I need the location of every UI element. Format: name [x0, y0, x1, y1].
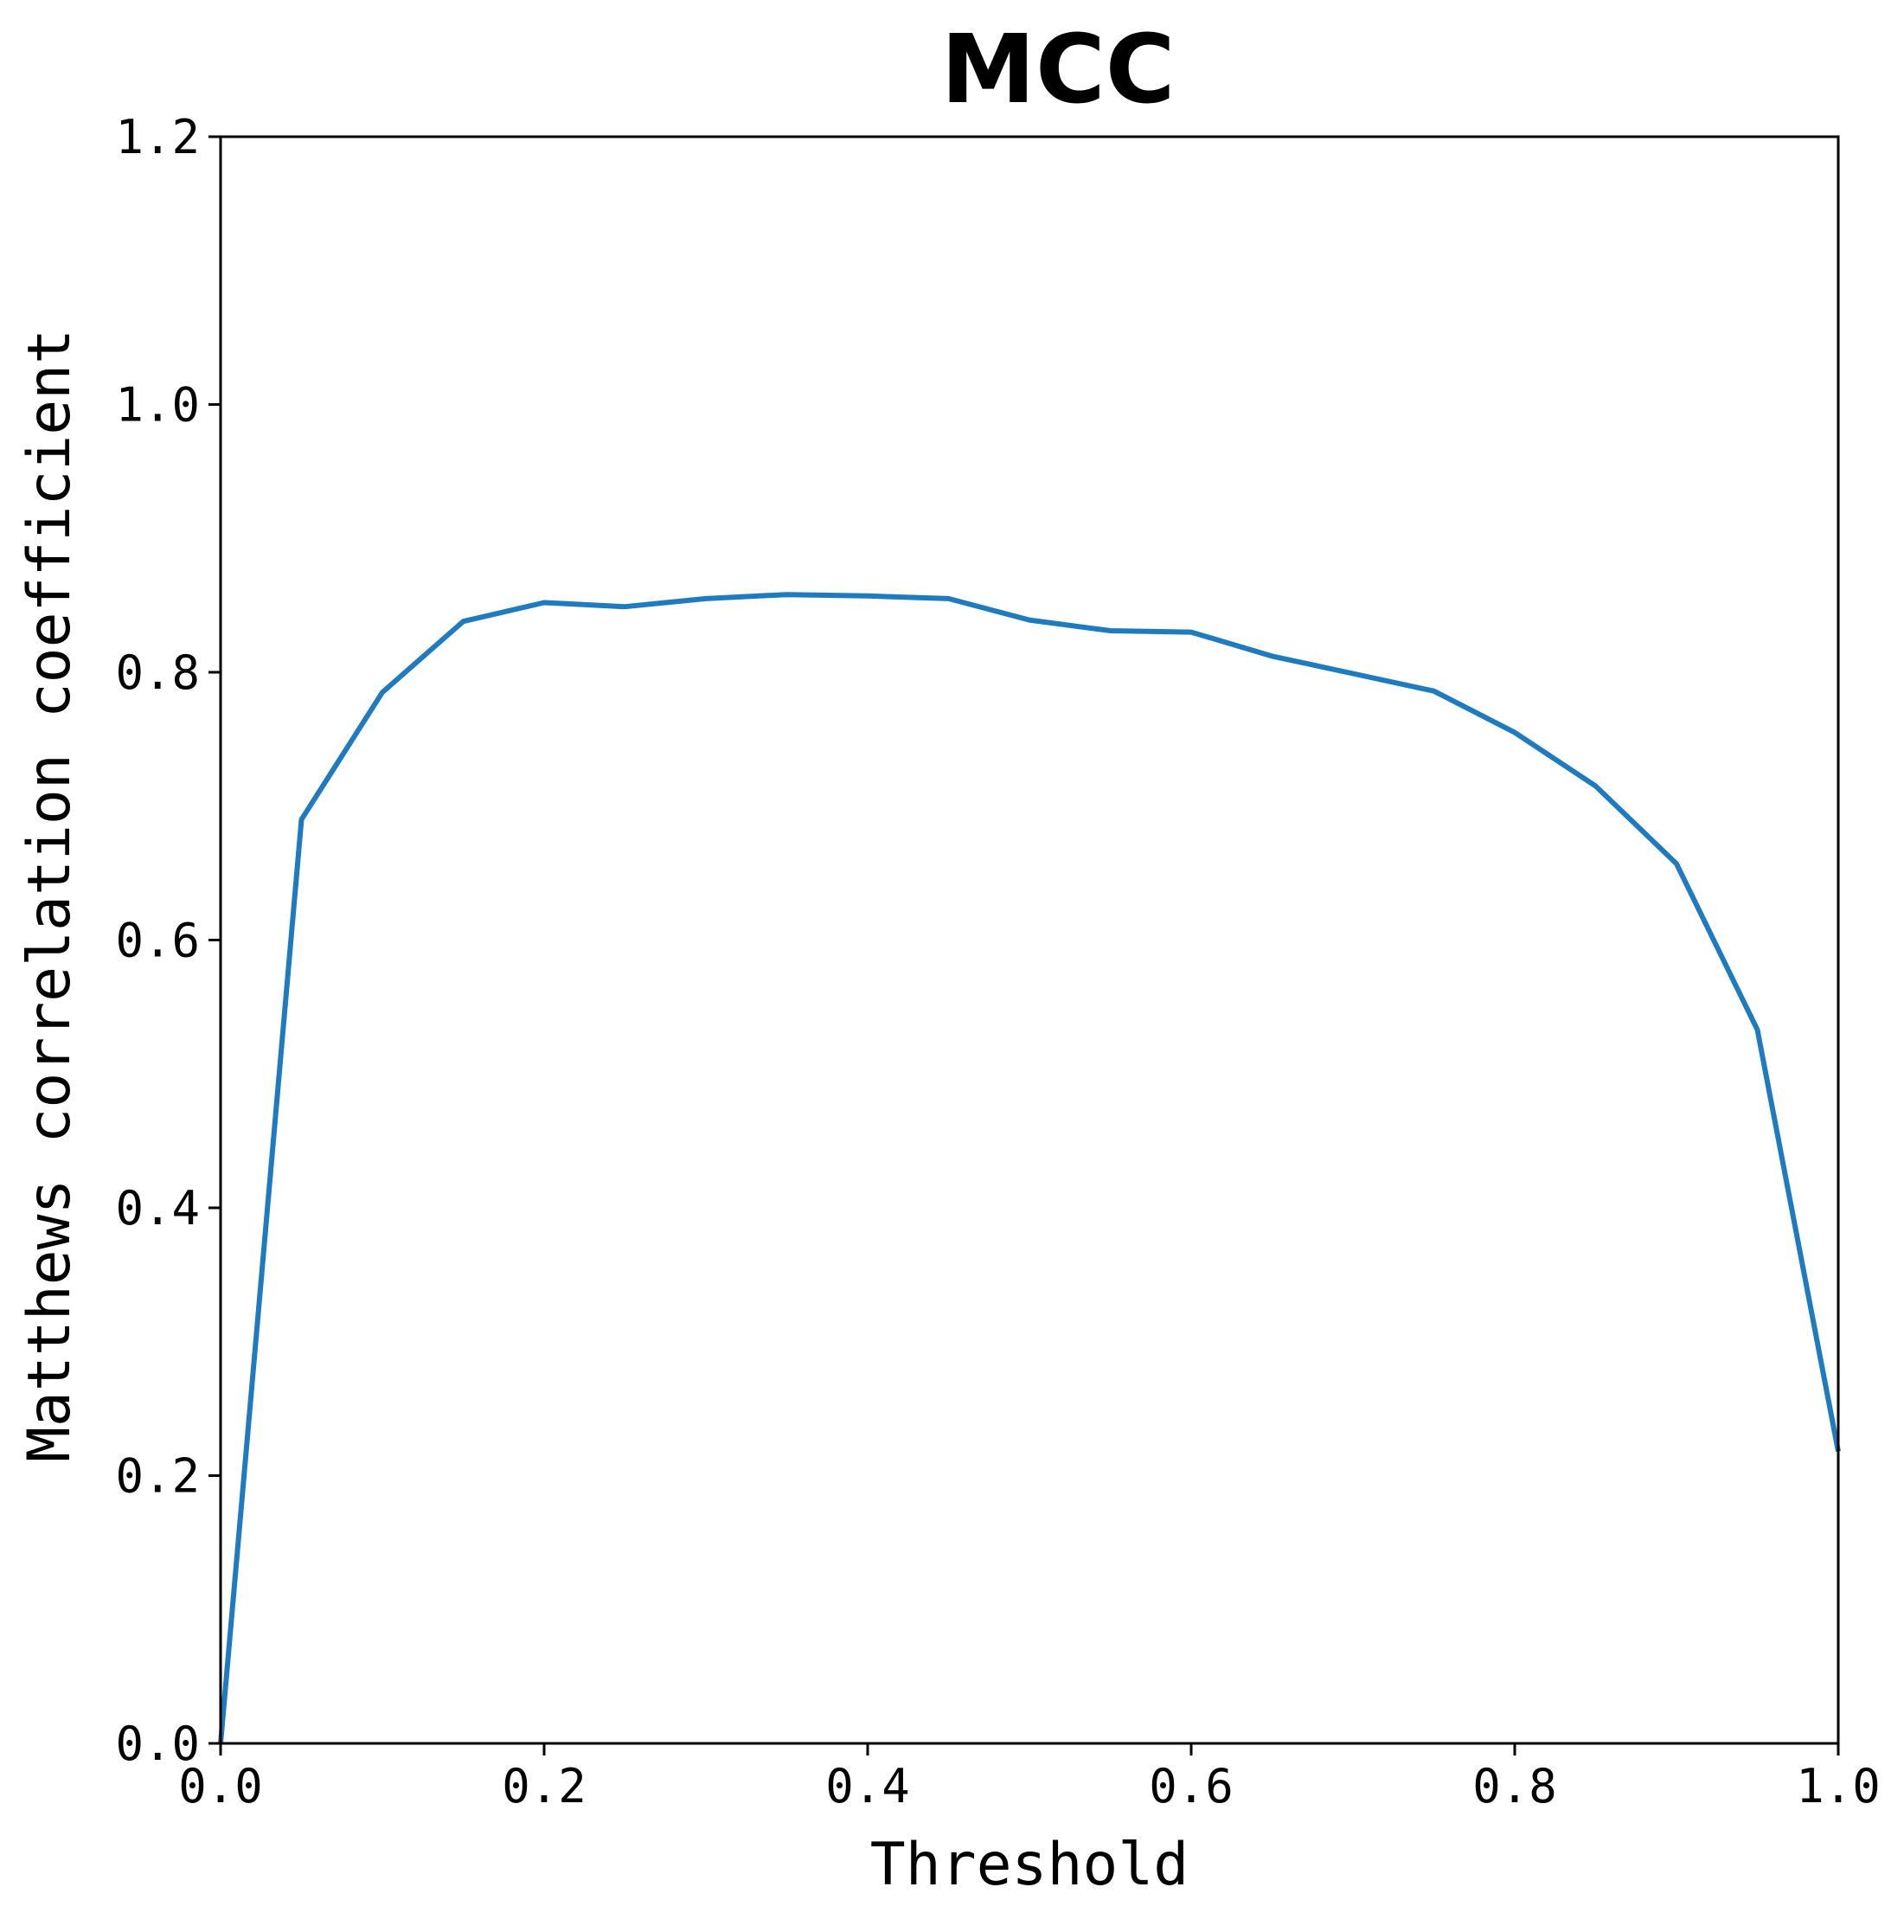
x-tick-label: 0.6 [1149, 1759, 1234, 1813]
y-tick-label: 1.0 [115, 378, 200, 433]
y-tick-label: 0.6 [115, 914, 200, 968]
y-tick-label: 0.8 [115, 645, 200, 700]
x-tick-label: 0.0 [178, 1759, 263, 1813]
x-axis-label: Threshold [870, 1831, 1189, 1899]
mcc-series-line [218, 592, 1841, 1744]
x-tick-label: 0.4 [825, 1759, 910, 1813]
axes-frame [219, 135, 1840, 1745]
y-tick-label: 1.2 [115, 110, 200, 164]
x-tick-label: 0.2 [502, 1759, 587, 1813]
y-tick-label: 0.4 [115, 1181, 200, 1236]
y-tick-label: 0.0 [115, 1717, 200, 1771]
chart-title: MCC [941, 14, 1176, 125]
x-tick-label: 1.0 [1796, 1759, 1881, 1813]
x-tick-label: 0.8 [1472, 1759, 1557, 1813]
y-tick-label: 0.2 [115, 1449, 200, 1504]
y-axis-label: Matthews correlation coefficient [16, 329, 84, 1462]
plot-area: 0.0 0.2 0.4 0.6 0.8 1.0 0.0 0.2 0.4 0.6 0.8 1.0 1.2 [115, 110, 1880, 1813]
